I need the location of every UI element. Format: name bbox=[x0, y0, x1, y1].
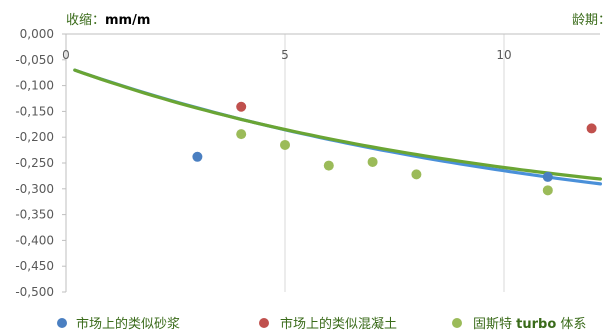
legend-marker-turbo bbox=[452, 318, 462, 328]
legend-marker-mortar bbox=[57, 318, 67, 328]
data-points bbox=[192, 101, 597, 196]
y-tick-label: -0,250 bbox=[15, 156, 54, 170]
gridlines bbox=[284, 34, 505, 292]
data-point-turbo bbox=[323, 160, 334, 171]
legend-label-turbo: 固斯特 turbo 体系 bbox=[473, 317, 586, 332]
data-point-turbo bbox=[236, 129, 247, 140]
legend-marker-concrete bbox=[259, 318, 269, 328]
y-axis-title: 收缩：mm/m bbox=[66, 12, 150, 28]
y-tick-label: -0,400 bbox=[15, 233, 54, 247]
x-tick-label: 0 bbox=[62, 48, 70, 62]
data-point-turbo bbox=[280, 139, 290, 150]
data-point-concrete bbox=[586, 123, 597, 134]
data-point-turbo bbox=[542, 185, 553, 196]
data-point-turbo bbox=[411, 169, 422, 180]
x-tick-label: 10 bbox=[496, 48, 511, 62]
trendlines bbox=[73, 68, 602, 186]
data-point-turbo bbox=[367, 156, 378, 167]
legend-label-mortar: 市场上的类似砂浆 bbox=[76, 316, 180, 332]
data-point-concrete bbox=[236, 101, 247, 112]
trendline-turbo bbox=[73, 68, 602, 181]
y-tick-label: -0,350 bbox=[15, 208, 54, 222]
tick-labels: 051015202530350,000-0,050-0,100-0,150-0,… bbox=[15, 27, 511, 299]
x-tick-label: 5 bbox=[281, 48, 289, 62]
y-tick-label: -0,500 bbox=[15, 285, 54, 299]
y-tick-label: -0,050 bbox=[15, 53, 54, 67]
data-point-mortar bbox=[542, 171, 553, 182]
y-tick-label: -0,300 bbox=[15, 182, 54, 196]
axes bbox=[62, 33, 600, 293]
y-tick-label: -0,200 bbox=[15, 130, 54, 144]
y-tick-label: 0,000 bbox=[20, 27, 54, 41]
x-axis-title: 龄期：天 bbox=[572, 13, 608, 28]
legend: 市场上的类似砂浆 市场上的类似混凝土 固斯特 turbo 体系 bbox=[57, 316, 586, 332]
y-tick-label: -0,100 bbox=[15, 79, 54, 93]
legend-label-concrete: 市场上的类似混凝土 bbox=[280, 316, 397, 332]
y-tick-label: -0,150 bbox=[15, 104, 54, 118]
data-point-mortar bbox=[192, 151, 203, 162]
y-tick-label: -0,450 bbox=[15, 259, 54, 273]
